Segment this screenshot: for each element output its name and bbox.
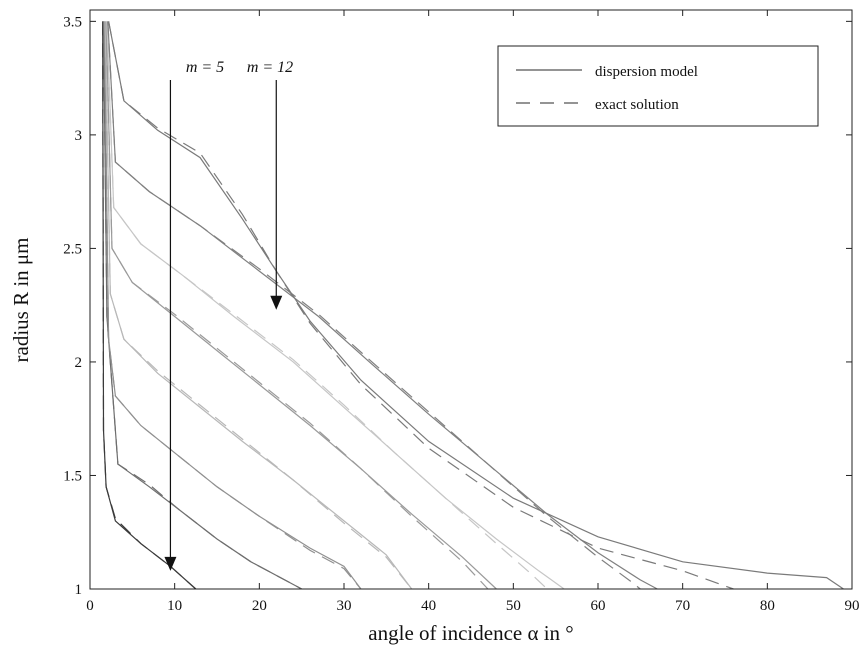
model-curve-m7 — [103, 21, 362, 590]
model-curve-m12 — [108, 21, 844, 590]
exact-curve-m12 — [108, 21, 734, 590]
plot-frame — [89, 9, 853, 590]
x-tick-label: 90 — [845, 598, 860, 614]
x-tick-label: 0 — [86, 598, 94, 614]
y-axis-title: radius R in μm — [9, 237, 33, 362]
legend-box — [497, 45, 819, 127]
exact-curve-m8 — [104, 21, 413, 590]
x-tick-label: 60 — [591, 598, 606, 614]
annotation-arrowhead — [164, 556, 177, 571]
exact-curve-m5 — [102, 21, 197, 590]
model-curve-m6 — [102, 21, 302, 590]
model-curve-m11 — [107, 21, 658, 590]
y-tick-label: 1.5 — [63, 468, 82, 484]
exact-curve-m9 — [105, 21, 489, 590]
x-tick-label: 80 — [760, 598, 775, 614]
model-curve-m8 — [104, 21, 413, 590]
legend: dispersion model exact solution — [497, 45, 819, 127]
x-tick-label: 20 — [252, 598, 267, 614]
x-tick-label: 10 — [167, 598, 182, 614]
x-tick-label: 40 — [421, 598, 436, 614]
annotation-label: m = 12 — [247, 59, 293, 76]
x-axis-title: angle of incidence α in ° — [368, 621, 573, 645]
annotations-layer: m = 5 m = 12 — [164, 59, 293, 571]
y-tick-label: 3 — [75, 128, 83, 144]
legend-label-model: dispersion model — [595, 64, 698, 80]
exact-curve-m6 — [102, 21, 302, 590]
model-curve-m5 — [102, 21, 197, 590]
x-tick-label: 50 — [506, 598, 521, 614]
y-tick-label: 1 — [75, 582, 83, 598]
annotation-label: m = 5 — [186, 59, 224, 76]
model-curve-m9 — [105, 21, 497, 590]
x-tick-label: 30 — [337, 598, 352, 614]
y-tick-label: 3.5 — [63, 14, 82, 30]
y-tick-label: 2 — [75, 355, 83, 371]
ticks-layer: 0 10 20 30 40 50 60 70 80 90 1 1.5 2 2.5 3 3.5 — [63, 10, 860, 614]
model-curve-m10 — [106, 21, 565, 590]
annotation-arrowhead — [270, 295, 283, 310]
y-tick-label: 2.5 — [63, 241, 82, 257]
curves-layer — [102, 21, 844, 590]
x-tick-label: 70 — [675, 598, 690, 614]
legend-label-exact: exact solution — [595, 97, 679, 113]
